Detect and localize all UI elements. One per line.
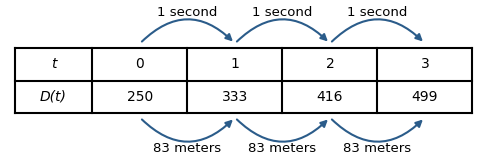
Text: t: t [51,57,56,71]
Text: 499: 499 [412,90,438,104]
Text: 333: 333 [222,90,248,104]
Text: 1 second: 1 second [347,6,408,19]
Text: 416: 416 [317,90,343,104]
Text: 83 meters: 83 meters [248,142,317,155]
Text: D(t): D(t) [40,90,67,104]
Text: 1: 1 [230,57,239,71]
Text: 1 second: 1 second [252,6,313,19]
Text: 250: 250 [127,90,153,104]
Text: 0: 0 [135,57,144,71]
Text: 3: 3 [420,57,429,71]
Text: 1 second: 1 second [157,6,218,19]
Text: 2: 2 [325,57,334,71]
Text: 83 meters: 83 meters [343,142,412,155]
Text: 83 meters: 83 meters [153,142,222,155]
